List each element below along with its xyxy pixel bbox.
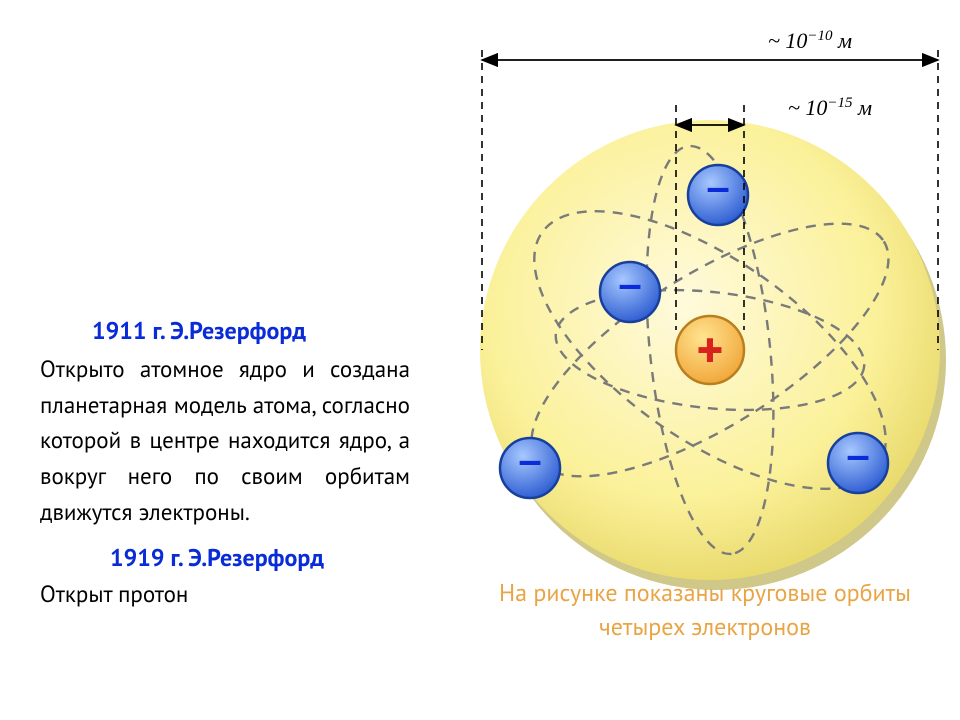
electron-minus-icon: – <box>618 260 641 307</box>
paragraph-1919: Открыт протон <box>40 577 410 613</box>
nucleus-plus-icon: + <box>696 316 723 383</box>
dimension-outer-label: ~ 10−10 м <box>768 28 852 53</box>
atom-svg: + – – – – ~ 10−10 м ~ 10−15 м <box>470 0 950 640</box>
page-root: 1911 г. Э.Резерфорд Открыто атомное ядро… <box>0 0 960 720</box>
electron-minus-icon: – <box>706 163 729 210</box>
electron-minus-icon: – <box>846 431 869 478</box>
heading-1911: 1911 г. Э.Резерфорд <box>92 315 410 346</box>
diagram-caption: На рисунке показаны круговые орбиты четы… <box>490 576 920 643</box>
electron-minus-icon: – <box>518 436 541 483</box>
paragraph-1911: Открыто атомное ядро и создана планетарн… <box>40 352 410 530</box>
heading-1919: 1919 г. Э.Резерфорд <box>110 542 410 573</box>
left-column: 1911 г. Э.Резерфорд Открыто атомное ядро… <box>40 315 410 613</box>
atom-diagram: + – – – – ~ 10−10 м ~ 10−15 м <box>470 0 950 640</box>
dimension-inner-label: ~ 10−15 м <box>788 95 872 120</box>
